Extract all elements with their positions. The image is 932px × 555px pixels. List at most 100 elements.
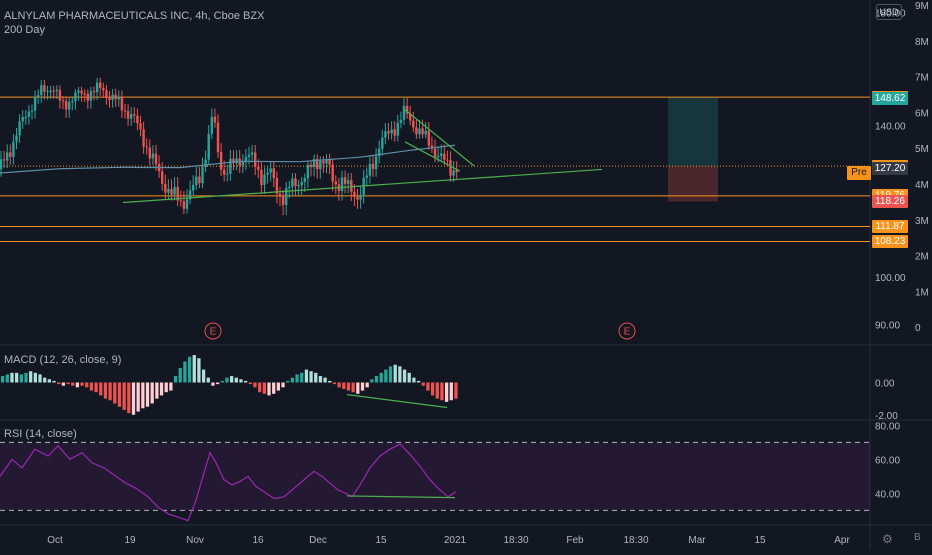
macd-histogram-bar xyxy=(122,382,126,410)
macd-histogram-bar xyxy=(290,377,295,383)
currency-button[interactable]: USD xyxy=(876,4,902,20)
candle-body xyxy=(24,116,27,118)
candle-body xyxy=(325,159,328,164)
macd-histogram-bar xyxy=(379,372,383,383)
candle-body xyxy=(9,152,12,157)
candle-body xyxy=(182,201,186,209)
macd-histogram-bar xyxy=(24,372,28,383)
candle-body xyxy=(167,188,170,193)
macd-histogram-bar xyxy=(421,382,425,386)
candle-body xyxy=(424,130,427,135)
macd-histogram-bar xyxy=(159,382,164,396)
candle-body xyxy=(2,159,6,161)
candle-body xyxy=(204,159,207,168)
macd-histogram-bar xyxy=(262,382,266,394)
rsi-tick-label: 60.00 xyxy=(875,455,900,466)
time-tick-label: 16 xyxy=(252,535,264,546)
macd-histogram-bar xyxy=(286,380,290,383)
macd-histogram-bar xyxy=(178,367,182,383)
rsi-tick-label: 80.00 xyxy=(875,421,900,432)
candle-body xyxy=(235,158,238,164)
price-level-tag: 148.62 xyxy=(872,92,908,106)
candle-body xyxy=(291,178,294,187)
macd-histogram-bar xyxy=(57,382,61,385)
macd-histogram-bar xyxy=(113,382,117,404)
earnings-marker xyxy=(204,322,222,340)
macd-histogram-bar xyxy=(71,382,75,386)
candle-body xyxy=(359,194,362,200)
macd-histogram-bar xyxy=(206,377,210,383)
candle-body xyxy=(55,89,58,92)
candle-body xyxy=(151,153,155,159)
log-scale-button[interactable]: B xyxy=(914,532,921,543)
candle-body xyxy=(74,92,77,102)
time-tick-label: Nov xyxy=(186,535,204,546)
profit-zone xyxy=(668,97,718,167)
macd-histogram-bar xyxy=(211,382,215,386)
candle-body xyxy=(312,159,316,167)
candle-body xyxy=(95,82,99,93)
candle-body xyxy=(272,168,275,178)
candle-body xyxy=(6,152,9,161)
candle-body xyxy=(378,148,381,157)
macd-histogram-bar xyxy=(150,382,154,404)
macd-histogram-bar xyxy=(94,382,98,393)
macd-histogram-bar xyxy=(220,380,224,383)
macd-histogram-bar xyxy=(155,382,159,399)
macd-histogram-bar xyxy=(384,369,388,383)
macd-histogram-bar xyxy=(169,382,173,391)
candle-body xyxy=(139,123,142,130)
candle-body xyxy=(309,164,313,167)
candle-body xyxy=(427,130,430,146)
macd-histogram-bar xyxy=(43,377,47,383)
candle-body xyxy=(33,96,37,111)
candle-body xyxy=(30,110,34,112)
rsi-tick-label: 40.00 xyxy=(875,489,900,500)
time-tick-label: 18:30 xyxy=(623,535,648,546)
macd-histogram-bar xyxy=(201,369,206,383)
candle-body xyxy=(281,196,285,206)
candle-body xyxy=(421,128,424,135)
macd-histogram-bar xyxy=(430,382,435,396)
macd-histogram-bar xyxy=(365,382,369,388)
macd-histogram-bar xyxy=(393,364,397,383)
candle-body xyxy=(40,85,43,96)
macd-histogram-bar xyxy=(407,372,411,383)
candle-body xyxy=(436,155,440,158)
macd-histogram-bar xyxy=(5,374,9,383)
candle-body xyxy=(319,161,322,170)
candle-body xyxy=(68,101,71,110)
candle-body xyxy=(328,159,331,165)
candle-body xyxy=(114,94,117,100)
macd-histogram-bar xyxy=(66,382,70,385)
macd-histogram-bar xyxy=(215,382,220,385)
macd-histogram-bar xyxy=(47,379,52,383)
price-tick-label: 140.00 xyxy=(875,122,906,133)
volume-tick-label: 7M xyxy=(915,73,929,84)
candle-body xyxy=(216,122,220,153)
candle-body xyxy=(350,180,353,192)
candle-body xyxy=(213,116,217,123)
candle-body xyxy=(257,166,260,170)
candle-body xyxy=(418,128,421,135)
macd-histogram-bar xyxy=(19,374,23,383)
macd-histogram-bar xyxy=(440,382,444,401)
macd-histogram-bar xyxy=(444,382,449,402)
candle-body xyxy=(18,121,21,136)
candle-body xyxy=(195,176,198,186)
rsi-line xyxy=(0,443,457,522)
candle-body xyxy=(409,113,412,121)
candle-body xyxy=(452,170,455,176)
candle-body xyxy=(433,148,437,158)
macd-histogram-bar xyxy=(239,379,243,383)
candle-body xyxy=(83,93,86,95)
candle-body xyxy=(136,115,139,124)
macd-histogram-bar xyxy=(309,371,313,383)
candle-body xyxy=(15,135,18,142)
macd-histogram-bar xyxy=(187,356,192,383)
gear-icon[interactable]: ⚙ xyxy=(882,532,893,546)
volume-tick-label: 2M xyxy=(915,252,929,263)
